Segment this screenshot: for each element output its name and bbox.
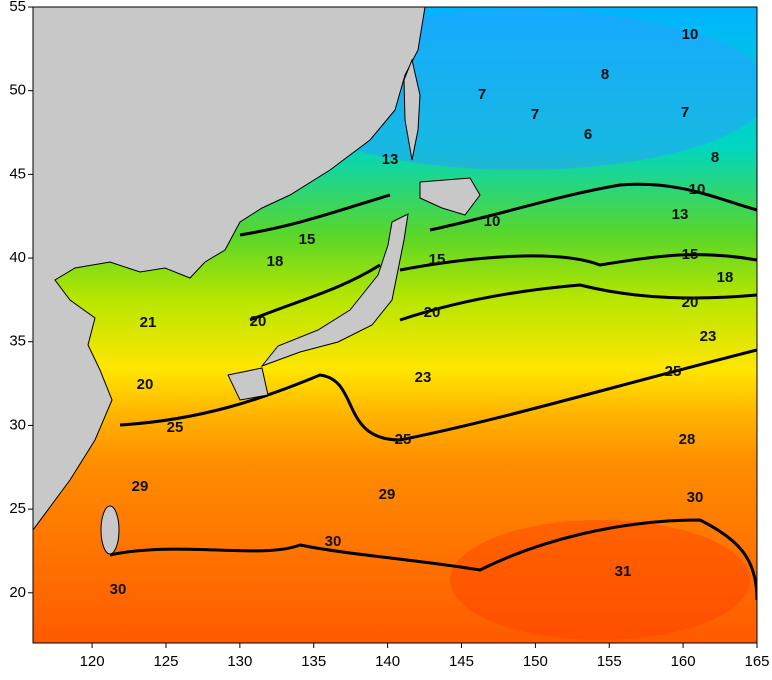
isotherm — [239, 193, 391, 237]
taiwan — [100, 505, 120, 555]
warm-pool — [450, 520, 750, 640]
contour-label: 29 — [132, 478, 149, 495]
y-tick-label: 25 — [9, 500, 26, 517]
contour-label: 15 — [299, 231, 316, 248]
isotherms — [109, 182, 757, 601]
contour-label: 10 — [484, 213, 501, 230]
hokkaido — [419, 177, 481, 216]
y-tick-label: 20 — [9, 584, 26, 601]
contour-label: 15 — [429, 251, 446, 268]
contour-label: 23 — [700, 328, 717, 345]
contour-label: 10 — [689, 181, 706, 198]
honshu — [260, 213, 409, 368]
contour-label: 13 — [382, 151, 399, 168]
contour-label: 20 — [424, 304, 441, 321]
contour-label: 25 — [167, 419, 184, 436]
contour-label: 21 — [140, 314, 157, 331]
y-tick-label: 40 — [9, 249, 26, 266]
contour-label: 23 — [415, 369, 432, 386]
contour-label: 30 — [325, 533, 342, 550]
contour-label: 28 — [679, 431, 696, 448]
contour-label: 7 — [531, 106, 539, 123]
x-tick-label: 120 — [80, 653, 105, 670]
contour-label: 20 — [682, 294, 699, 311]
contour-label: 31 — [615, 563, 632, 580]
contour-label: 25 — [395, 431, 412, 448]
isotherm — [249, 263, 381, 322]
y-tick-label: 35 — [9, 333, 26, 350]
x-tick-label: 150 — [523, 653, 548, 670]
x-tick-label: 155 — [597, 653, 622, 670]
contour-label: 6 — [584, 126, 592, 143]
x-tick-label: 160 — [671, 653, 696, 670]
y-tick-label: 30 — [9, 416, 26, 433]
isotherm — [399, 283, 757, 322]
contour-label: 30 — [110, 581, 127, 598]
sakhalin — [403, 58, 421, 161]
kyushu — [227, 367, 269, 401]
contour-label: 7 — [478, 86, 486, 103]
isotherm — [399, 253, 757, 272]
isotherm — [429, 182, 757, 232]
contour-label: 8 — [711, 149, 719, 166]
x-tick-label: 145 — [449, 653, 474, 670]
x-tick-label: 135 — [301, 653, 326, 670]
contour-label: 20 — [250, 313, 267, 330]
contour-label: 29 — [379, 486, 396, 503]
contour-label: 8 — [601, 66, 609, 83]
x-tick-label: 125 — [153, 653, 178, 670]
isotherm — [109, 518, 757, 601]
contour-label: 30 — [687, 489, 704, 506]
contour-label: 20 — [137, 376, 154, 393]
y-tick-label: 45 — [9, 165, 26, 182]
x-tick-label: 130 — [227, 653, 252, 670]
isotherm — [119, 348, 757, 442]
x-tick-label: 140 — [375, 653, 400, 670]
contour-label: 25 — [665, 363, 682, 380]
contour-label: 7 — [681, 104, 689, 121]
mainland — [33, 7, 426, 531]
contour-label: 18 — [267, 253, 284, 270]
frame — [32, 6, 758, 644]
land — [33, 7, 481, 555]
contour-label: 18 — [717, 269, 734, 286]
contour-label: 13 — [672, 206, 689, 223]
contour-label: 10 — [682, 26, 699, 43]
y-tick-label: 55 — [9, 0, 26, 15]
x-tick-label: 165 — [744, 653, 769, 670]
y-tick-label: 50 — [9, 82, 26, 99]
contour-label: 15 — [682, 246, 699, 263]
